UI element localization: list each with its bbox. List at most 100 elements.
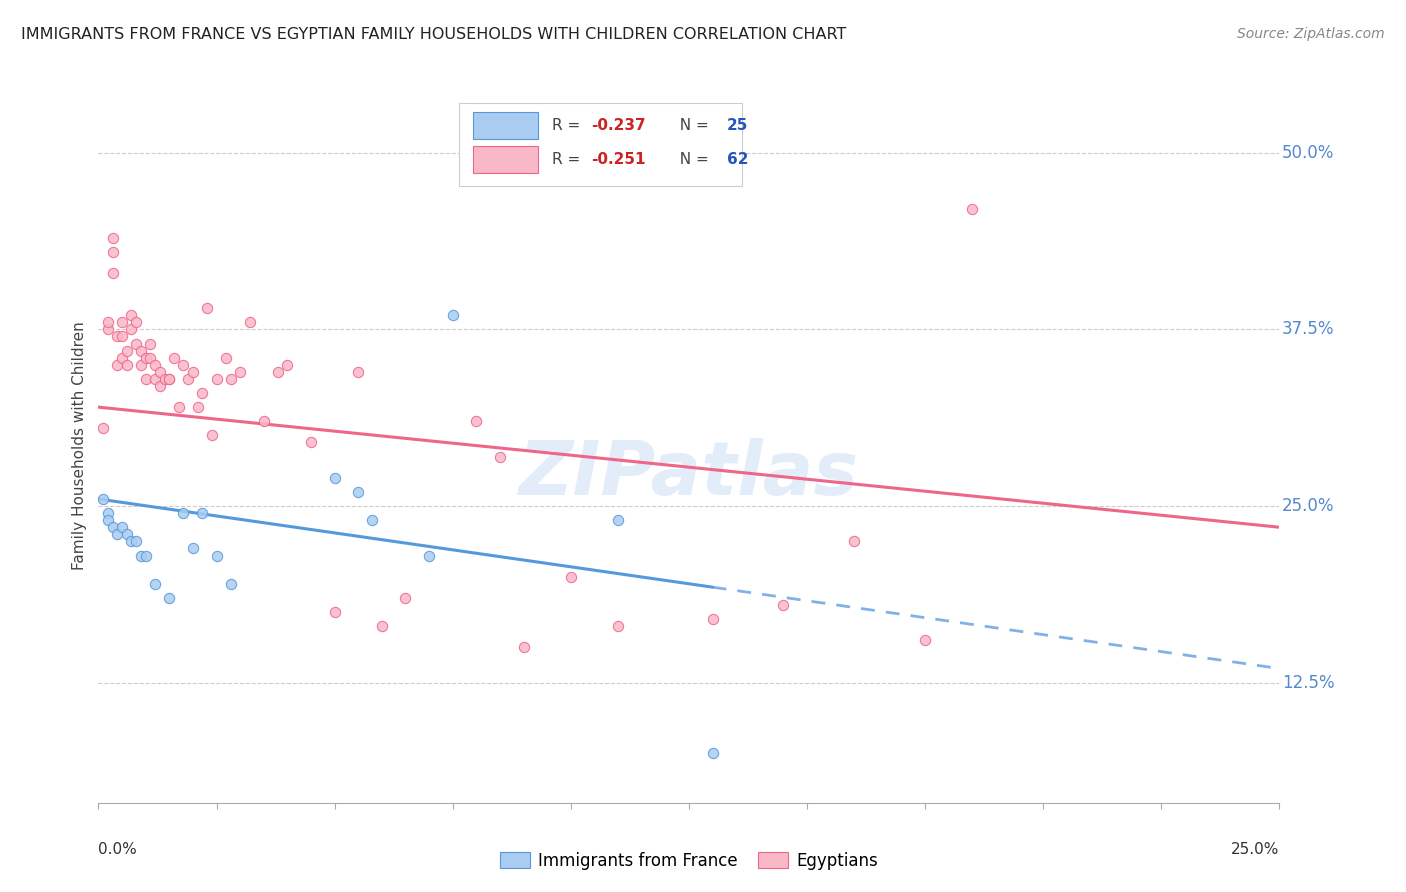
Point	[844, 534, 866, 549]
Point	[512, 640, 534, 655]
Point	[143, 358, 166, 372]
Text: 37.5%: 37.5%	[1282, 320, 1334, 338]
Point	[135, 351, 157, 365]
Point	[97, 322, 120, 336]
Point	[215, 351, 238, 365]
Point	[105, 329, 128, 343]
Point	[418, 549, 440, 563]
Point	[149, 379, 172, 393]
Point	[195, 301, 218, 316]
Point	[111, 520, 134, 534]
Point	[135, 372, 157, 386]
Point	[205, 372, 228, 386]
Text: -0.237: -0.237	[591, 118, 645, 133]
Point	[91, 421, 114, 435]
Point	[135, 549, 157, 563]
Text: 25.0%: 25.0%	[1282, 497, 1334, 515]
Point	[219, 372, 242, 386]
Y-axis label: Family Households with Children: Family Households with Children	[72, 322, 87, 570]
Point	[115, 527, 138, 541]
Point	[361, 513, 384, 527]
Point	[347, 484, 370, 499]
Point	[702, 747, 724, 761]
Point	[129, 358, 152, 372]
Text: Source: ZipAtlas.com: Source: ZipAtlas.com	[1237, 27, 1385, 41]
Point	[172, 358, 194, 372]
Point	[121, 308, 143, 322]
Text: N =: N =	[671, 153, 714, 168]
Point	[125, 315, 148, 329]
Point	[111, 315, 134, 329]
Point	[323, 471, 346, 485]
Point	[105, 527, 128, 541]
Text: R =: R =	[553, 118, 585, 133]
Point	[219, 576, 242, 591]
Text: 25: 25	[727, 118, 748, 133]
Point	[157, 372, 180, 386]
Point	[914, 633, 936, 648]
Point	[229, 365, 252, 379]
Point	[181, 541, 204, 556]
Bar	[472, 146, 537, 173]
Point	[323, 605, 346, 619]
Point	[371, 619, 394, 633]
Text: -0.251: -0.251	[591, 153, 645, 168]
Text: 12.5%: 12.5%	[1282, 673, 1334, 691]
Point	[465, 414, 488, 428]
Point	[139, 351, 162, 365]
Point	[276, 358, 298, 372]
Point	[441, 308, 464, 322]
Point	[149, 365, 172, 379]
Text: R =: R =	[553, 153, 585, 168]
Point	[101, 244, 124, 259]
Text: IMMIGRANTS FROM FRANCE VS EGYPTIAN FAMILY HOUSEHOLDS WITH CHILDREN CORRELATION C: IMMIGRANTS FROM FRANCE VS EGYPTIAN FAMIL…	[21, 27, 846, 42]
Point	[157, 372, 180, 386]
Point	[187, 400, 209, 414]
Point	[139, 336, 162, 351]
Point	[97, 315, 120, 329]
Point	[105, 358, 128, 372]
Point	[125, 534, 148, 549]
Point	[347, 365, 370, 379]
Point	[143, 576, 166, 591]
Point	[191, 386, 214, 401]
Point	[111, 351, 134, 365]
Point	[394, 591, 416, 605]
Point	[181, 365, 204, 379]
Point	[191, 506, 214, 520]
Point	[121, 534, 143, 549]
Point	[172, 506, 194, 520]
Point	[125, 336, 148, 351]
Point	[177, 372, 200, 386]
Point	[167, 400, 190, 414]
Point	[121, 322, 143, 336]
Point	[91, 491, 114, 506]
Point	[962, 202, 984, 217]
Point	[560, 570, 582, 584]
Point	[163, 351, 186, 365]
Point	[129, 549, 152, 563]
Point	[101, 266, 124, 280]
Point	[267, 365, 290, 379]
Point	[97, 506, 120, 520]
Text: 25.0%: 25.0%	[1232, 842, 1279, 857]
Point	[253, 414, 276, 428]
Point	[772, 598, 794, 612]
Point	[115, 343, 138, 358]
Point	[129, 343, 152, 358]
Point	[101, 520, 124, 534]
Point	[115, 358, 138, 372]
Point	[143, 372, 166, 386]
Point	[157, 591, 180, 605]
Point	[607, 619, 630, 633]
Text: ZIPatlas: ZIPatlas	[519, 438, 859, 511]
Point	[205, 549, 228, 563]
Point	[299, 435, 322, 450]
Point	[97, 513, 120, 527]
Point	[489, 450, 512, 464]
Legend: Immigrants from France, Egyptians: Immigrants from France, Egyptians	[494, 846, 884, 877]
Point	[153, 372, 176, 386]
Point	[101, 230, 124, 244]
Point	[201, 428, 224, 442]
Point	[702, 612, 724, 626]
